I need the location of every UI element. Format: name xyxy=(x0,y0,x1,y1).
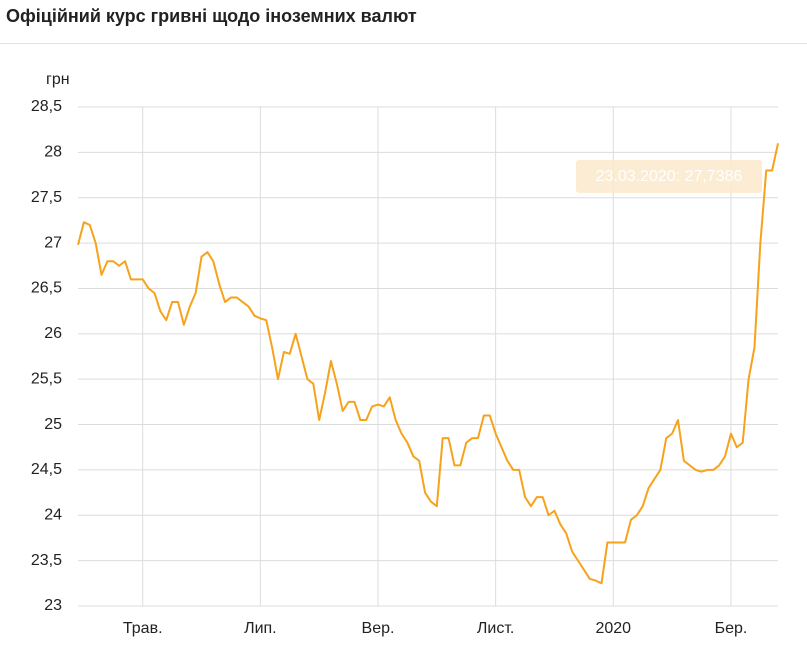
chart: грн 23 23,5 24 24,5 25 25,5 26 26,5 27 27,5 28 28,5… xyxy=(31,71,779,637)
x-tick-label: 2020 xyxy=(595,620,631,637)
tooltip-text: 23.03.2020: 27,7386 xyxy=(596,168,743,185)
tooltip: 23.03.2020: 27,7386 xyxy=(576,160,762,193)
tooltip-box xyxy=(576,160,762,193)
y-tick-label: 26 xyxy=(44,325,62,342)
y-tick-label: 27 xyxy=(44,234,62,251)
x-tick-label: Бер. xyxy=(715,620,748,637)
y-axis-label: грн xyxy=(46,71,70,88)
y-tick-label: 25,5 xyxy=(31,370,62,387)
x-tick-label: Лист. xyxy=(477,620,514,637)
x-tick-label: Лип. xyxy=(244,620,277,637)
page-title: Офіційний курс гривні щодо іноземних вал… xyxy=(6,6,417,26)
line xyxy=(77,143,779,585)
y-tick-label: 25 xyxy=(44,416,62,433)
header: Офіційний курс гривні щодо іноземних вал… xyxy=(0,0,807,44)
y-tick-label: 27,5 xyxy=(31,189,62,206)
y-tick-label: 26,5 xyxy=(31,280,62,297)
x-tick-label: Вер. xyxy=(362,620,395,637)
y-tick-label: 28,5 xyxy=(31,98,62,115)
y-tick-label: 23,5 xyxy=(31,552,62,569)
y-tick-label: 28 xyxy=(44,144,62,161)
x-tick-label: Трав. xyxy=(123,620,163,637)
y-tick-label: 23 xyxy=(44,597,62,614)
y-tick-label: 24 xyxy=(44,506,62,523)
y-tick-label: 24,5 xyxy=(31,461,62,478)
